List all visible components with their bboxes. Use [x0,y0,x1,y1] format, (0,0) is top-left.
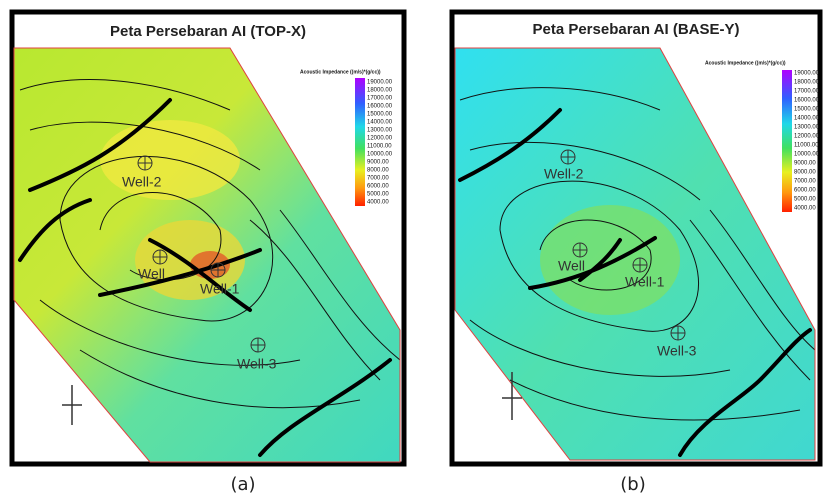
well-label: Well [138,266,165,282]
legend-label: 6000.00 [367,184,389,190]
legend-label: 17000.00 [794,89,820,95]
caption: (b) [620,474,645,495]
legend-label: 10000.00 [367,152,393,158]
well-label: Well-1 [200,281,240,297]
legend-label: 4000.00 [367,200,389,206]
legend-label: 10000.00 [794,152,820,158]
figure: Peta Persebaran AI (TOP-X) Acoustic Impe… [0,0,832,498]
legend-label: 13000.00 [367,128,393,134]
caption: (a) [230,474,255,495]
legend-label: 13000.00 [794,125,820,131]
well-label: Well-3 [237,356,277,372]
legend-label: 15000.00 [794,107,820,113]
well-label: Well [558,258,585,274]
legend-label: 17000.00 [367,96,393,102]
legend-bar [355,78,365,206]
panel-a: Peta Persebaran AI (TOP-X) Acoustic Impe… [12,12,404,495]
legend-bar [782,70,792,212]
legend-label: 9000.00 [367,160,389,166]
legend-label: 6000.00 [794,188,816,194]
legend-label: 19000.00 [367,80,393,86]
legend-label: 16000.00 [794,98,820,104]
legend-label: 8000.00 [794,170,816,176]
legend-label: 11000.00 [367,144,392,150]
legend-title: Acoustic Impedance ((m/s)*(g/cc)) [705,60,786,66]
well-label: Well-2 [122,174,162,190]
legend-label: 15000.00 [367,112,393,118]
legend-label: 5000.00 [367,192,389,198]
legend-label: 12000.00 [794,134,820,140]
legend-label: 18000.00 [367,88,393,94]
panel-b: Peta Persebaran AI (BASE-Y) Acoustic Imp… [452,12,820,495]
map-title: Peta Persebaran AI (TOP-X) [110,23,306,40]
legend-label: 18000.00 [794,80,820,86]
legend-label: 8000.00 [367,168,389,174]
legend-label: 16000.00 [367,104,393,110]
legend-label: 7000.00 [367,176,389,182]
legend-label: 14000.00 [367,120,393,126]
legend-label: 11000.00 [794,143,819,149]
legend-label: 4000.00 [794,206,816,212]
legend-label: 19000.00 [794,71,820,77]
legend-label: 7000.00 [794,179,816,185]
well-label: Well-3 [657,343,697,359]
well-label: Well-2 [544,166,584,182]
legend-label: 9000.00 [794,161,816,167]
legend-label: 14000.00 [794,116,820,122]
legend-title: Acoustic Impedance ((m/s)*(g/cc)) [300,69,381,75]
well-label: Well-1 [625,274,665,290]
legend-label: 12000.00 [367,136,393,142]
map-title: Peta Persebaran AI (BASE-Y) [532,21,739,38]
legend-label: 5000.00 [794,197,816,203]
